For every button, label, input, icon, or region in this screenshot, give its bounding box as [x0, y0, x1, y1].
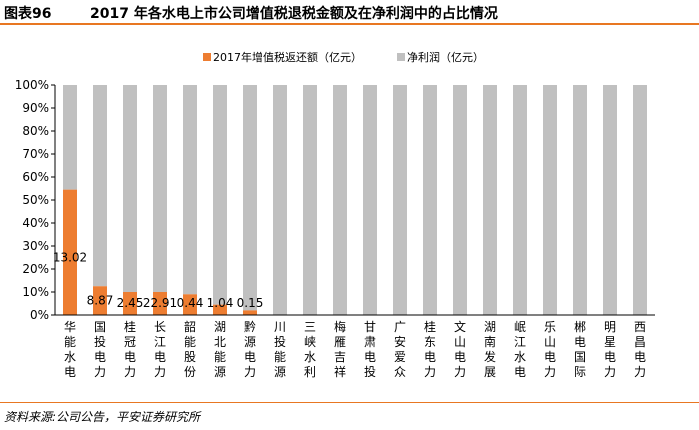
category-label: 郴电国际 [574, 320, 586, 379]
bar-segment-refund [93, 286, 107, 315]
category-label: 湖南发展 [484, 319, 496, 379]
bar-segment-profit [123, 85, 137, 292]
bar-segment-profit [633, 85, 647, 315]
bar-segment-profit [333, 85, 347, 315]
y-tick-label: 50% [22, 193, 49, 207]
bar-segment-profit [483, 85, 497, 315]
category-label: 西昌电力 [634, 320, 646, 379]
bar-segment-profit [213, 85, 227, 305]
bar-segment-refund [183, 294, 197, 315]
bar-segment-profit [93, 85, 107, 287]
figure-label: 图表96 [4, 6, 52, 22]
source-divider [0, 402, 699, 403]
category-label: 岷江水电 [514, 319, 526, 379]
y-tick-label: 90% [22, 101, 49, 115]
category-label: 长江电力 [154, 320, 166, 379]
y-tick-label: 30% [22, 239, 49, 253]
y-tick-label: 40% [22, 216, 49, 230]
y-tick-label: 20% [22, 262, 49, 276]
bar-segment-refund [123, 292, 137, 315]
bar-segment-profit [513, 85, 527, 315]
y-tick-label: 60% [22, 170, 49, 184]
category-label: 国投电力 [94, 320, 106, 379]
figure-header: 图表96 2017 年各水电上市公司增值税退税金额及在净利润中的占比情况 [0, 0, 699, 25]
category-label: 华能水电 [64, 320, 76, 379]
y-tick-label: 100% [15, 78, 49, 92]
category-label: 梅雁吉祥 [334, 319, 346, 379]
category-label: 桂东电力 [424, 319, 436, 379]
stacked-bar-chart: 2017年增值税返还额（亿元） 净利润（亿元） 0% 10% 20% 30% 40% 50% 6… [15, 50, 655, 379]
source-note: 资料来源:公司公告，平安证券研究所 [4, 410, 201, 424]
bar-segment-refund [213, 304, 227, 315]
y-tick-label: 80% [22, 124, 49, 138]
data-label: 8.87 [87, 293, 114, 307]
bar-segment-profit [393, 85, 407, 315]
data-label: 22.91 [143, 296, 177, 310]
y-tick-label: 10% [22, 285, 49, 299]
bar-segment-profit [423, 85, 437, 315]
data-label: 1.04 [207, 296, 234, 310]
legend-label-profit: 净利润（亿元） [407, 50, 484, 64]
category-label: 文山电力 [454, 319, 466, 379]
bar-segment-profit [303, 85, 317, 315]
bar-segment-refund [243, 310, 257, 315]
data-label: 13.02 [53, 251, 87, 265]
data-label: 0.44 [177, 296, 204, 310]
bar-segment-profit [183, 85, 197, 295]
bar-segment-profit [573, 85, 587, 315]
category-label: 明星电力 [604, 320, 616, 379]
data-label: 0.15 [237, 296, 264, 310]
legend-label-refund: 2017年增值税返还额（亿元） [213, 50, 362, 64]
bar-segment-profit [603, 85, 617, 315]
bar-segment-profit [543, 85, 557, 315]
bar-segment-profit [453, 85, 467, 315]
bar-segment-profit [63, 85, 77, 190]
category-label: 广安爱众 [394, 320, 406, 379]
data-label: 2.45 [117, 296, 144, 310]
category-label: 黔源电力 [244, 319, 256, 379]
category-label: 桂冠电力 [124, 319, 136, 379]
legend-swatch-refund [203, 53, 211, 61]
legend-swatch-profit [397, 53, 405, 61]
y-tick-label: 0% [30, 308, 49, 322]
figure-title: 2017 年各水电上市公司增值税退税金额及在净利润中的占比情况 [90, 6, 498, 22]
category-label: 乐山电力 [544, 320, 556, 379]
y-tick-label: 70% [22, 147, 49, 161]
bar-segment-profit [243, 85, 257, 311]
bar-segment-profit [363, 85, 377, 315]
bar-segment-profit [273, 85, 287, 315]
category-label: 甘肃电投 [364, 320, 376, 379]
category-label: 湖北能源 [214, 319, 226, 379]
bar-segment-refund [63, 189, 77, 315]
category-label: 川投能源 [274, 320, 286, 379]
category-label: 三峡水利 [304, 320, 316, 379]
bar-segment-refund [153, 292, 167, 315]
category-label: 韶能股份 [184, 319, 196, 379]
bar-segment-profit [153, 85, 167, 292]
